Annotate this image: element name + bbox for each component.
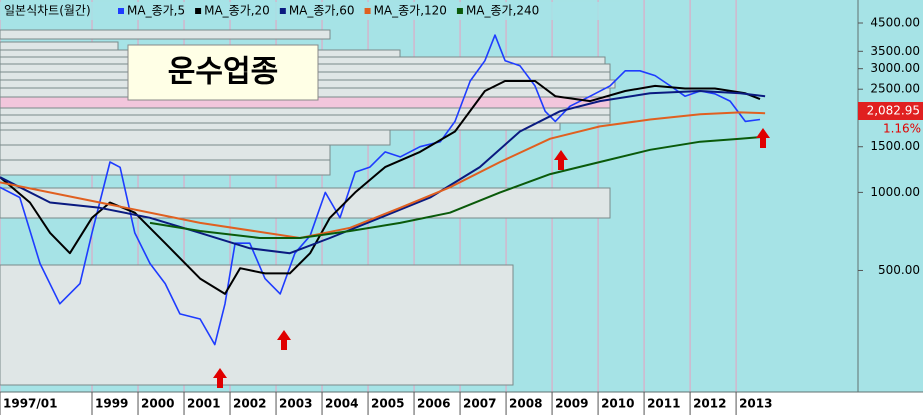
ma-line xyxy=(149,135,766,239)
y-tick-label: 500.00 xyxy=(878,263,920,277)
x-tick-label: 2004 xyxy=(325,397,358,411)
y-tick-label: 1500.00 xyxy=(870,139,920,153)
legend-label: MA_종가,240 xyxy=(466,4,539,18)
x-tick-label: 2013 xyxy=(739,397,772,411)
ma-line xyxy=(0,34,761,346)
x-tick-label: 2007 xyxy=(463,397,496,411)
x-tick-label: 2012 xyxy=(693,397,726,411)
x-tick-label: 2010 xyxy=(601,397,634,411)
last-price-box xyxy=(858,102,923,120)
change-percent: 1.16% xyxy=(883,122,921,136)
volume-band xyxy=(0,264,514,386)
volume-band xyxy=(0,122,561,131)
axes: 1997/01 1999 2000 2001 2002 2003 2004 2005 2006 2… xyxy=(0,16,920,415)
legend: MA_종가,5 MA_종가,20 MA_종가,60 MA_종가,120 MA_종가,24… xyxy=(118,4,539,18)
volume-band xyxy=(0,129,391,146)
x-axis-background xyxy=(0,392,923,415)
x-tick-label: 2002 xyxy=(233,397,266,411)
x-tick-label: 1999 xyxy=(95,397,128,411)
volume-band xyxy=(0,107,611,116)
volume-band xyxy=(0,187,611,219)
legend-swatch xyxy=(364,8,371,14)
annotation-box: 운수업종 xyxy=(127,44,319,101)
ma-line xyxy=(0,90,766,255)
arrow xyxy=(277,330,291,350)
y-tick-label: 3500.00 xyxy=(870,44,920,58)
ma-line xyxy=(0,111,766,239)
legend-background xyxy=(0,2,620,20)
y-tick-label: 3000.00 xyxy=(870,61,920,75)
legend-swatch xyxy=(195,8,202,14)
chart-title: 일본식차트(월간) xyxy=(4,4,91,18)
y-tick-label: 4500.00 xyxy=(870,16,920,30)
arrow xyxy=(756,128,770,148)
x-tick-label: 2011 xyxy=(647,397,680,411)
volume-band xyxy=(0,29,331,40)
legend-swatch xyxy=(279,8,286,14)
lines xyxy=(0,34,766,346)
last-price: 2,082.95 xyxy=(867,104,920,118)
x-tick-label: 1997/01 xyxy=(3,397,57,411)
volume-band xyxy=(0,159,331,176)
x-tick-label: 2006 xyxy=(417,397,450,411)
legend-label: MA_종가,5 xyxy=(127,4,185,18)
volume-band xyxy=(0,114,611,124)
x-tick-label: 2008 xyxy=(509,397,542,411)
legend-swatch xyxy=(118,8,124,14)
y-tick-label: 2500.00 xyxy=(870,82,920,96)
volume-band xyxy=(0,41,119,51)
arrow xyxy=(213,368,227,388)
arrow xyxy=(554,150,568,170)
x-tick-label: 2009 xyxy=(555,397,588,411)
legend-label: MA_종가,20 xyxy=(204,4,270,18)
arrows xyxy=(213,128,770,388)
x-tick-label: 2000 xyxy=(141,397,174,411)
volume-band xyxy=(0,144,331,161)
y-tick-label: 1000.00 xyxy=(870,185,920,199)
x-tick-label: 2005 xyxy=(371,397,404,411)
ma-line xyxy=(0,80,761,295)
annotation: 운수업종 xyxy=(168,55,278,90)
legend-label: MA_종가,120 xyxy=(374,4,447,18)
x-tick-label: 2003 xyxy=(279,397,312,411)
x-tick-label: 2001 xyxy=(187,397,220,411)
legend-swatch xyxy=(456,8,463,14)
legend-label: MA_종가,60 xyxy=(289,4,355,18)
annotation-frame xyxy=(127,44,319,101)
